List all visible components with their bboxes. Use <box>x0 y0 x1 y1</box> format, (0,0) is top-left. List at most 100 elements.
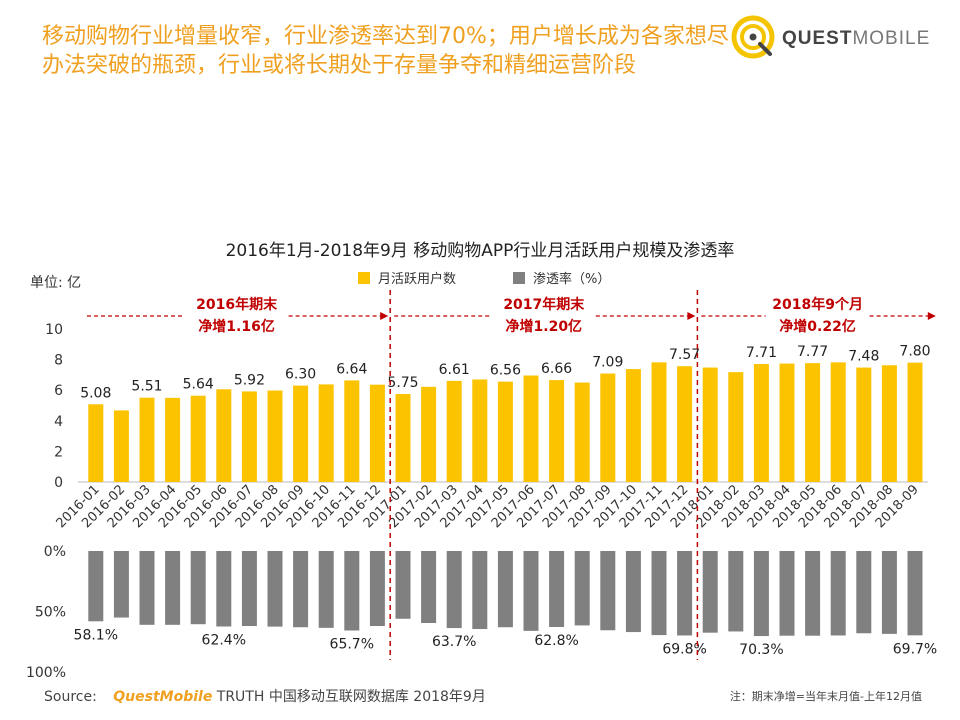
bar-penetration <box>190 551 206 625</box>
bar-penetration <box>472 551 488 630</box>
bar-users <box>549 380 565 482</box>
annotation-title: 2018年9个月 <box>772 296 863 313</box>
bar-users <box>907 362 923 482</box>
bar-users <box>856 367 872 482</box>
data-label-penetration: 62.8% <box>534 633 578 649</box>
bar-users <box>369 384 385 482</box>
y-tick-users: 0 <box>54 475 63 491</box>
bar-users <box>600 373 616 482</box>
bar-penetration <box>907 551 923 636</box>
bar-users <box>190 395 206 482</box>
data-label-penetration: 62.4% <box>202 633 246 649</box>
bar-users <box>702 367 718 482</box>
bar-penetration <box>241 551 257 627</box>
bar-penetration <box>267 551 283 627</box>
bar-penetration <box>523 551 539 631</box>
y-tick-users: 2 <box>54 444 63 460</box>
data-label-users: 6.66 <box>541 361 572 377</box>
questmobile-logo-text: QUESTMOBILE <box>782 28 931 49</box>
data-label-users: 5.64 <box>183 377 214 393</box>
bar-penetration <box>88 551 104 622</box>
data-label-users: 7.77 <box>797 344 828 360</box>
legend-label-users: 月活跃用户数 <box>378 271 456 287</box>
bar-users <box>523 375 539 482</box>
source-brand: QuestMobile <box>113 689 213 705</box>
y-tick-penetration: 50% <box>35 605 66 621</box>
source-label: Source: <box>44 689 97 705</box>
footer-note: 注：期末净增=当年末月值-上年12月值 <box>729 690 922 703</box>
data-label-users: 5.75 <box>387 375 418 391</box>
data-label-users: 6.30 <box>285 367 316 383</box>
data-label-users: 7.71 <box>746 345 777 361</box>
bar-users <box>139 397 155 482</box>
data-label-users: 6.56 <box>490 363 521 379</box>
data-label-users: 7.80 <box>899 344 930 360</box>
bar-users <box>216 389 232 482</box>
bar-users <box>830 362 846 482</box>
bar-users <box>318 384 334 482</box>
bar-penetration <box>216 551 232 627</box>
bar-penetration <box>293 551 309 628</box>
bar-penetration <box>753 551 769 637</box>
annotation-title: 2017年期末 <box>503 296 585 313</box>
data-label-penetration: 63.7% <box>432 634 476 650</box>
bar-users <box>574 382 590 482</box>
bar-users <box>472 379 488 482</box>
data-label-users: 5.51 <box>131 379 162 395</box>
bar-penetration <box>830 551 846 636</box>
annotation-arrowhead <box>687 312 696 320</box>
bar-users <box>267 390 283 482</box>
bar-penetration <box>881 551 897 634</box>
bar-penetration <box>113 551 129 618</box>
bar-users <box>293 385 309 482</box>
bar-penetration <box>677 551 693 636</box>
bar-users <box>677 366 693 482</box>
questmobile-logo: QUESTMOBILE <box>730 14 930 64</box>
bar-penetration <box>549 551 565 627</box>
bar-penetration <box>702 551 718 633</box>
bar-penetration <box>344 551 360 631</box>
bar-users <box>625 369 641 482</box>
annotation-arrowhead <box>380 312 389 320</box>
chart-title: 2016年1月-2018年9月 移动购物APP行业月活跃用户规模及渗透率 <box>226 241 735 261</box>
data-label-penetration: 65.7% <box>330 636 374 652</box>
y-tick-users: 4 <box>54 414 63 430</box>
bar-penetration <box>625 551 641 633</box>
headline: 移动购物行业增量收窄，行业渗透率达到70%；用户增长成为各家想尽办法突破的瓶颈，… <box>42 24 729 78</box>
bar-penetration <box>446 551 462 629</box>
data-label-users: 7.09 <box>592 355 623 371</box>
data-label-users: 6.61 <box>439 362 470 378</box>
data-label-users: 5.92 <box>234 372 265 388</box>
bar-penetration <box>369 551 385 627</box>
bar-penetration <box>651 551 667 636</box>
bar-users <box>753 364 769 482</box>
bar-users <box>779 363 795 482</box>
bar-penetration <box>165 551 181 625</box>
bar-users <box>344 380 360 482</box>
data-label-users: 7.57 <box>669 347 700 363</box>
data-label-penetration: 58.1% <box>74 627 118 643</box>
bar-penetration <box>421 551 437 623</box>
y-tick-users: 10 <box>45 322 63 338</box>
data-label-penetration: 69.7% <box>893 641 937 657</box>
y-tick-penetration: 100% <box>26 665 66 681</box>
questmobile-logo-icon <box>731 15 775 59</box>
bar-penetration <box>574 551 590 626</box>
bar-penetration <box>856 551 872 634</box>
y-tick-penetration: 0% <box>44 544 66 560</box>
annotation-arrowhead <box>927 312 936 320</box>
bar-users <box>241 391 257 482</box>
bar-users <box>165 397 181 482</box>
bar-users <box>421 386 437 482</box>
bar-users <box>728 372 744 482</box>
y-tick-users: 6 <box>54 383 63 399</box>
annotation-value: 净增0.22亿 <box>779 318 856 335</box>
bar-users <box>881 365 897 482</box>
data-label-users: 7.48 <box>848 349 879 365</box>
y-tick-users: 8 <box>54 353 63 369</box>
bar-penetration <box>728 551 744 632</box>
legend-swatch-penetration <box>513 272 525 284</box>
bar-penetration <box>805 551 821 636</box>
data-label-penetration: 69.8% <box>662 641 706 657</box>
